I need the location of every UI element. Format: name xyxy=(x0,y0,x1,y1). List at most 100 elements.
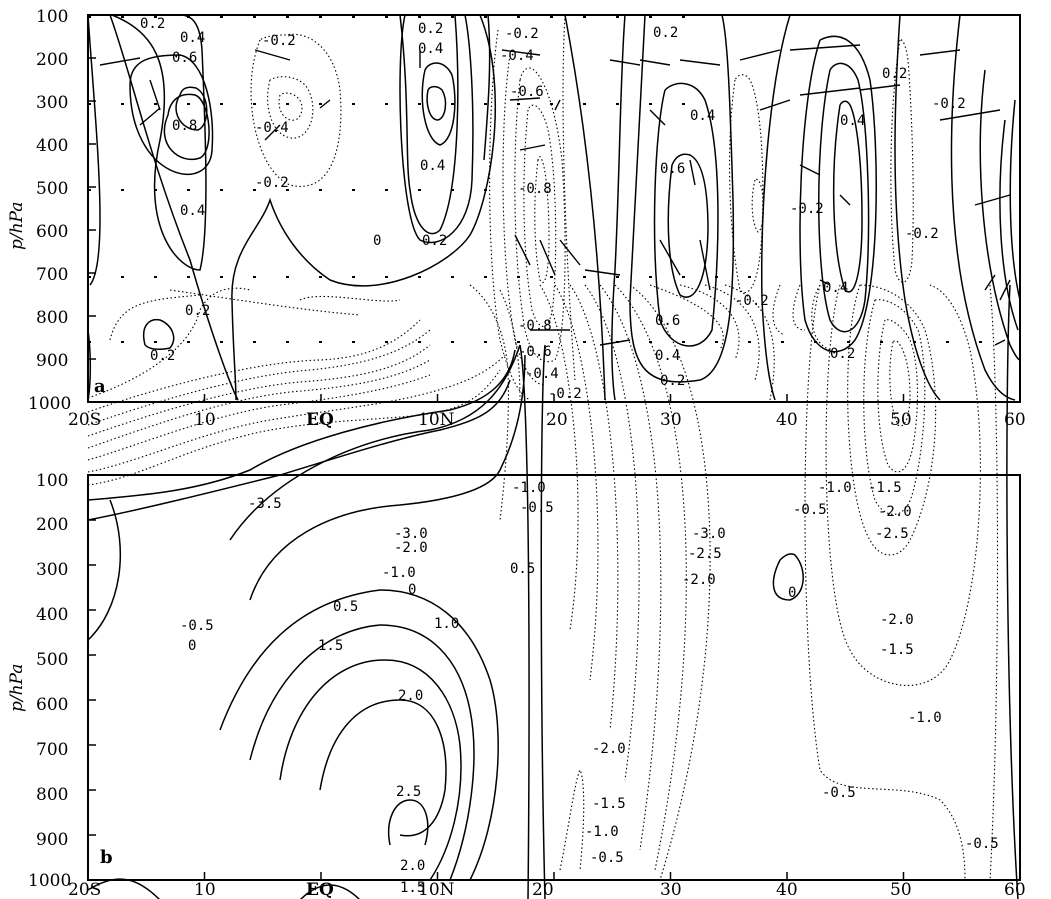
clabel-b: -1.5 xyxy=(868,480,902,496)
y-tick-label: 100 xyxy=(36,7,68,27)
clabel-b: -0.5 xyxy=(965,836,999,852)
x-tick-label: 20S xyxy=(68,410,101,430)
x-tick-label: 20S xyxy=(68,880,101,899)
y-tick-label: 300 xyxy=(36,93,68,113)
clabel-b: -2.0 xyxy=(592,741,626,757)
x-tick-label: 40 xyxy=(776,880,798,899)
clabel-a: 0.2 xyxy=(418,21,443,37)
panel-a-vector-rows xyxy=(88,16,1000,343)
clabel-a: -0.4 xyxy=(525,366,559,382)
panel-b-dotted-contours xyxy=(87,284,999,881)
panel-a-wind-vectors xyxy=(99,44,1011,346)
x-tick-label: 50 xyxy=(890,880,912,899)
clabel-a: 0.4 xyxy=(823,280,848,296)
clabel-a: 0.4 xyxy=(420,158,445,174)
clabel-a: -0.2 xyxy=(905,226,939,242)
clabel-a: -0.6 xyxy=(518,344,552,360)
clabel-a: 0.6 xyxy=(172,50,197,66)
x-tick-label: 30 xyxy=(660,410,682,430)
clabel-a: 0.4 xyxy=(180,203,205,219)
clabel-b: -0.5 xyxy=(520,500,554,516)
x-tick-label: 10 xyxy=(194,410,216,430)
clabel-b: -1.5 xyxy=(880,642,914,658)
clabel-a: -0.2 xyxy=(790,201,824,217)
y-tick-label: 800 xyxy=(36,785,68,805)
panel-b-letter: b xyxy=(100,847,113,868)
y-tick-label: 100 xyxy=(36,471,68,491)
x-tick-label: 60 xyxy=(1004,880,1026,899)
clabel-a: -0.8 xyxy=(518,318,552,334)
clabel-a: 0.6 xyxy=(655,313,680,329)
y-tick-label: 1000 xyxy=(28,394,71,414)
x-tick-label: EQ xyxy=(306,410,334,430)
panel-a-dotted-contours xyxy=(250,14,914,401)
clabel-b: 2.0 xyxy=(398,688,423,704)
clabel-a: -0.2 xyxy=(505,26,539,42)
clabel-b: -1.0 xyxy=(908,710,942,726)
y-axis-title: p/hPa xyxy=(7,664,27,712)
clabel-a: -0.2 xyxy=(735,293,769,309)
clabel-b: -0.5 xyxy=(822,785,856,801)
x-tick-label: 30 xyxy=(660,880,682,899)
x-tick-label: EQ xyxy=(306,880,334,899)
clabel-b: 0.5 xyxy=(333,599,358,615)
clabel-a: 0.4 xyxy=(690,108,715,124)
clabel-b: -2.5 xyxy=(688,546,722,562)
clabel-b: -1.0 xyxy=(512,480,546,496)
clabel-b: 0 xyxy=(408,582,416,598)
clabel-b: -2.0 xyxy=(682,572,716,588)
clabel-a: 0.4 xyxy=(655,348,680,364)
clabel-a: 0 xyxy=(373,233,381,249)
y-tick-label: 300 xyxy=(36,560,68,580)
panel-a-letter: a xyxy=(94,376,106,397)
clabel-a: 0.2 xyxy=(185,303,210,319)
panel-b-x-axis: 20S 10 EQ 10N 20 30 40 50 60 xyxy=(68,880,1026,899)
clabel-b: 1.5 xyxy=(318,638,343,654)
x-tick-label: 10N xyxy=(418,410,455,430)
panel-b: -3.5 -3.0 -2.0 -1.0 0 -0.5 0 0.5 1.0 1.5… xyxy=(7,284,1026,899)
clabel-b: 2.5 xyxy=(396,784,421,800)
clabel-b: -0.5 xyxy=(590,850,624,866)
clabel-a: -0.2 xyxy=(262,33,296,49)
y-tick-label: 900 xyxy=(36,830,68,850)
panel-b-contour-labels: -3.5 -3.0 -2.0 -1.0 0 -0.5 0 0.5 1.0 1.5… xyxy=(180,480,999,896)
panel-a-x-axis: 20S 10 EQ 10N 20 30 40 50 60 xyxy=(68,410,1026,430)
clabel-a: 0.2 xyxy=(882,66,907,82)
panel-a-solid-contours xyxy=(87,14,1021,401)
clabel-a: 0.2 xyxy=(660,373,685,389)
clabel-a: -0.2 xyxy=(548,386,582,402)
y-tick-label: 600 xyxy=(36,695,68,715)
x-tick-label: 10N xyxy=(418,880,455,899)
clabel-b: -1.0 xyxy=(382,565,416,581)
y-axis-title: p/hPa xyxy=(7,202,27,250)
y-tick-label: 900 xyxy=(36,351,68,371)
clabel-a: -0.4 xyxy=(500,48,534,64)
clabel-a: 0.2 xyxy=(150,348,175,364)
clabel-a: -0.4 xyxy=(255,120,289,136)
panel-b-y-axis: 100 200 300 400 500 600 700 800 900 1000… xyxy=(7,471,71,891)
clabel-a: -0.2 xyxy=(932,96,966,112)
panel-a: 0.2 0.4 0.6 0.8 0.4 0.2 0.2 -0.2 -0.4 -0… xyxy=(7,7,1026,430)
clabel-a: 0.8 xyxy=(172,118,197,134)
clabel-b: -2.0 xyxy=(880,612,914,628)
y-tick-label: 200 xyxy=(36,50,68,70)
clabel-b: -0.5 xyxy=(180,618,214,634)
clabel-a: 0.4 xyxy=(418,41,443,57)
clabel-b: -3.0 xyxy=(692,526,726,542)
x-tick-label: 60 xyxy=(1004,410,1026,430)
clabel-b: 1.0 xyxy=(434,616,459,632)
clabel-a: -0.8 xyxy=(518,181,552,197)
clabel-a: 0.2 xyxy=(830,346,855,362)
clabel-a: 0.6 xyxy=(660,161,685,177)
y-tick-label: 800 xyxy=(36,308,68,328)
clabel-b: -2.5 xyxy=(875,526,909,542)
clabel-a: 0.2 xyxy=(653,25,678,41)
x-tick-label: 50 xyxy=(890,410,912,430)
y-tick-label: 500 xyxy=(36,179,68,199)
clabel-a: 0.2 xyxy=(140,16,165,32)
clabel-b: 2.0 xyxy=(400,858,425,874)
y-tick-label: 1000 xyxy=(28,871,71,891)
clabel-a: -0.2 xyxy=(255,175,289,191)
panel-b-solid-contours xyxy=(87,284,1019,899)
clabel-b: 0 xyxy=(788,585,796,601)
